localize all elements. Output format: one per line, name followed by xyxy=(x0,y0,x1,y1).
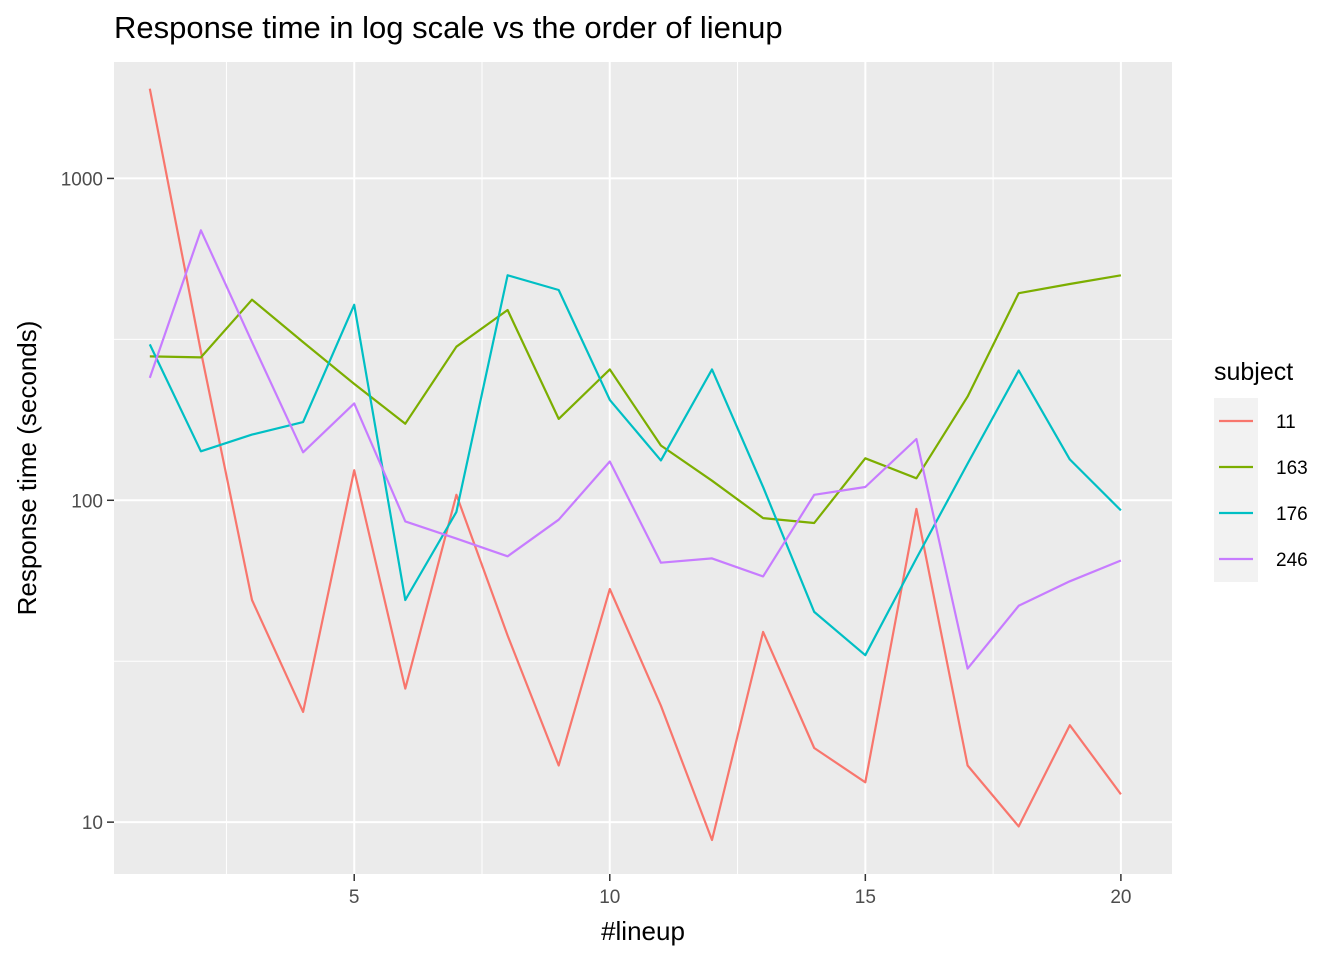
y-tick-label: 100 xyxy=(71,491,103,512)
x-tick-label: 10 xyxy=(599,887,620,908)
major-gridlines xyxy=(114,62,1172,874)
legend-title: subject xyxy=(1214,358,1293,386)
minor-gridlines xyxy=(114,62,1172,874)
y-axis-title: Response time (seconds) xyxy=(12,321,42,616)
x-tick-label: 5 xyxy=(349,887,360,908)
x-axis-title: #lineup xyxy=(601,916,685,946)
x-tick-label: 15 xyxy=(855,887,876,908)
x-axis-ticks: 5 10 15 20 xyxy=(349,874,1131,908)
legend-label-176: 176 xyxy=(1276,504,1308,525)
legend-label-163: 163 xyxy=(1276,458,1308,479)
y-axis-ticks: 10 100 1000 xyxy=(61,169,114,834)
legend-label-246: 246 xyxy=(1276,550,1308,571)
legend-key-background xyxy=(1214,398,1258,582)
plot-panel xyxy=(114,62,1172,874)
series-line-163 xyxy=(149,274,1122,525)
legend: subject 11 163 176 246 xyxy=(1214,358,1308,582)
x-tick-label: 20 xyxy=(1110,887,1131,908)
series-lines xyxy=(148,88,1122,842)
series-line-246 xyxy=(148,229,1122,670)
y-tick-label: 10 xyxy=(82,813,103,834)
y-tick-label: 1000 xyxy=(61,169,103,190)
series-line-11 xyxy=(148,88,1122,842)
legend-label-11: 11 xyxy=(1276,412,1296,433)
series-line-176 xyxy=(148,274,1122,657)
chart-title: Response time in log scale vs the order … xyxy=(114,10,783,45)
